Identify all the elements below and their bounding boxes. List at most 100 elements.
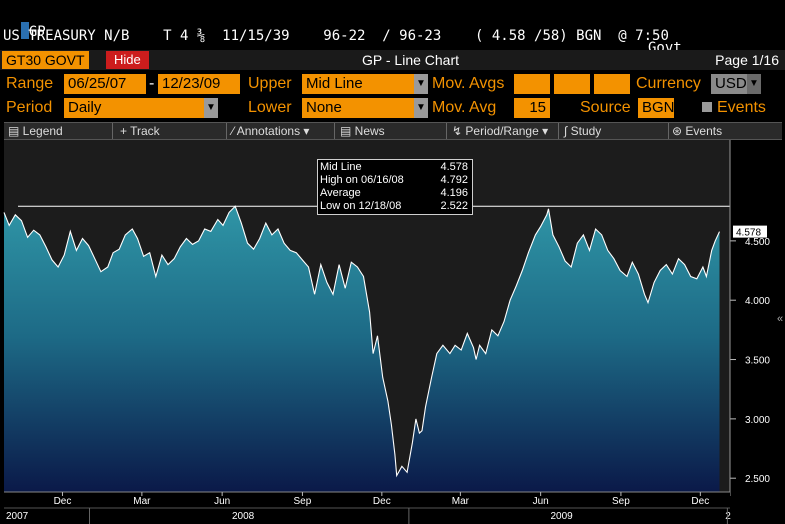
toolbar-divider <box>446 123 447 139</box>
mov-avg-input[interactable]: 15 <box>514 98 550 118</box>
plus-icon: + <box>120 124 131 138</box>
last-value-tag <box>733 225 767 238</box>
source-label: Source <box>580 99 631 116</box>
ticker-field[interactable]: GT30 GOVT <box>2 51 89 69</box>
news-icon: ▤ <box>340 124 355 138</box>
toolbar-divider <box>668 123 669 139</box>
currency-select[interactable]: USD ▼ <box>711 74 761 94</box>
events-label: Events <box>717 99 766 116</box>
mov-avg-3-input[interactable] <box>594 74 630 94</box>
mov-avg-1-input[interactable] <box>514 74 550 94</box>
legend-label: Low on 12/18/08 <box>320 200 402 212</box>
chevron-down-icon[interactable]: ▼ <box>204 98 218 118</box>
toolbar-annotations[interactable]: ⁄ Annotations ▾ <box>232 123 309 139</box>
y-tick-label: 3.000 <box>745 415 770 426</box>
hide-button[interactable]: Hide <box>106 51 149 69</box>
year-label: 2009 <box>550 511 573 522</box>
x-tick-label: Dec <box>373 496 391 507</box>
range-label: Range <box>6 75 54 92</box>
x-tick-label: Mar <box>133 496 151 507</box>
toolbar-divider <box>334 123 335 139</box>
legend-label: Average <box>320 187 361 199</box>
range-dash: - <box>149 75 155 92</box>
series-area <box>4 206 720 496</box>
header-line1: GP Govt GP <box>0 6 785 74</box>
chevron-down-icon[interactable]: ▼ <box>414 74 428 94</box>
toolbar-annotations-label: Annotations <box>236 124 301 138</box>
chevron-down-icon[interactable]: ▼ <box>747 74 761 94</box>
lower-select-value: None <box>306 99 342 116</box>
upper-label: Upper <box>248 75 292 92</box>
chevron-down-icon: ▾ <box>303 124 310 138</box>
toolbar-divider <box>112 123 113 139</box>
last-value-label: 4.578 <box>736 228 761 239</box>
period-icon: ↯ <box>452 124 466 138</box>
toolbar-divider <box>558 123 559 139</box>
series-line <box>3 205 720 478</box>
input-cursor[interactable] <box>20 22 29 39</box>
range-start-input[interactable]: 06/25/07 <box>64 74 146 94</box>
security-quote-line: US TREASURY N/B T 4 ⅜ 11/15/39 96-22 / 9… <box>3 28 669 44</box>
x-tick-label: Dec <box>54 496 72 507</box>
legend-row-low: Low on 12/18/08 2.522 <box>320 200 470 213</box>
toolbar-divider <box>226 123 227 139</box>
legend-icon: ▤ <box>8 124 23 138</box>
x-tick-label: Jun <box>533 496 549 507</box>
currency-select-value: USD <box>715 75 747 92</box>
x-tick-label: Dec <box>691 496 709 507</box>
toolbar-events-label: Events <box>685 124 723 138</box>
period-label: Period <box>6 99 53 116</box>
command-text: GP <box>28 24 46 40</box>
period-select[interactable]: Daily ▼ <box>64 98 218 118</box>
events-checkbox-row[interactable]: Events <box>702 98 766 118</box>
year-label: 2007 <box>6 511 29 522</box>
collapse-arrow-icon[interactable]: « <box>777 313 784 325</box>
toolbar-track-label: Track <box>130 124 160 138</box>
upper-select-value: Mid Line <box>306 75 363 92</box>
y-tick-label: 3.500 <box>745 356 770 367</box>
title-bar: GT30 GOVT Hide GP - Line Chart Page 1/16 <box>0 50 785 70</box>
toolbar-period-range-label: Period/Range <box>465 124 539 138</box>
toolbar-study[interactable]: ∫ Study <box>564 123 601 139</box>
toolbar-track[interactable]: + Track <box>120 123 160 139</box>
checkbox-icon[interactable] <box>702 102 712 112</box>
legend-row-high: High on 06/16/08 4.792 <box>320 174 470 187</box>
toolbar-study-label: Study <box>570 124 602 138</box>
lower-label: Lower <box>248 99 292 116</box>
toolbar-events[interactable]: ⊛ Events <box>672 123 722 139</box>
study-icon: ∫ <box>564 124 571 138</box>
mov-avg-2-input[interactable] <box>554 74 590 94</box>
toolbar-period-range[interactable]: ↯ Period/Range ▾ <box>452 123 548 139</box>
mov-avg-label: Mov. Avg <box>432 99 497 116</box>
y-tick-label: 4.000 <box>745 296 770 307</box>
legend-row-average: Average 4.196 <box>320 187 470 200</box>
y-tick-label: 4.500 <box>745 237 770 248</box>
legend-value: 4.792 <box>440 174 468 186</box>
toolbar-legend[interactable]: ▤ Legend <box>8 123 63 139</box>
legend-label: High on 06/16/08 <box>320 174 404 186</box>
period-select-value: Daily <box>68 99 102 116</box>
currency-label: Currency <box>636 75 701 92</box>
chart-legend: Mid Line 4.578 High on 06/16/08 4.792 Aver… <box>317 159 473 215</box>
range-end-input[interactable]: 12/23/09 <box>158 74 240 94</box>
toolbar-news[interactable]: ▤ News <box>340 123 385 139</box>
chart-title: GP - Line Chart <box>362 52 460 68</box>
pen-icon: ⁄ <box>232 124 237 138</box>
x-tick-label: Jun <box>214 496 230 507</box>
legend-value: 4.578 <box>440 161 468 173</box>
upper-select[interactable]: Mid Line ▼ <box>302 74 428 94</box>
x-tick-label: Sep <box>294 496 312 507</box>
y-tick-label: 2.500 <box>745 474 770 485</box>
year-label: 2008 <box>232 511 255 522</box>
chevron-down-icon[interactable]: ▼ <box>414 98 428 118</box>
mov-avgs-label: Mov. Avgs <box>432 75 505 92</box>
events-icon: ⊛ <box>672 124 686 138</box>
x-tick-label: Mar <box>452 496 470 507</box>
x-tick-label: Sep <box>612 496 630 507</box>
toolbar-news-label: News <box>354 124 385 138</box>
lower-select[interactable]: None ▼ <box>302 98 428 118</box>
legend-value: 2.522 <box>440 200 468 212</box>
toolbar-legend-label: Legend <box>22 124 63 138</box>
source-input[interactable]: BGN <box>638 98 675 118</box>
